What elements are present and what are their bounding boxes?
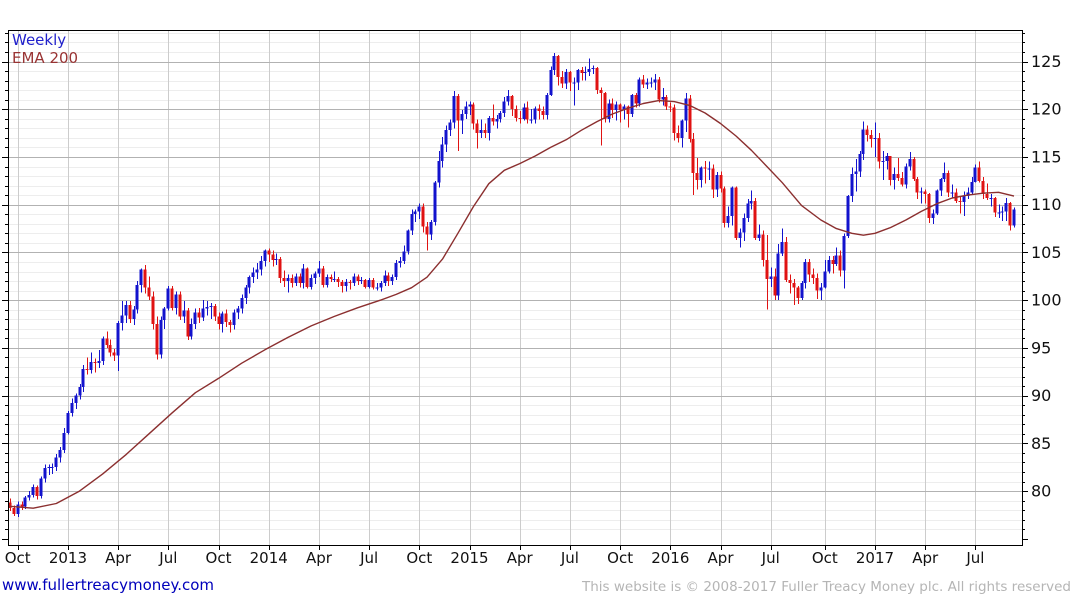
y-axis-label: 85 (1031, 434, 1051, 453)
x-axis-label: Jul (158, 549, 177, 567)
price-chart-canvas[interactable]: 80 85 90 95 100 105 110 115 120 125 Oct 2013 Apr Jul O… (0, 0, 1075, 573)
x-axis-label: Jul (359, 549, 378, 567)
y-axis-label: 125 (1031, 52, 1062, 71)
y-axis-label: 110 (1031, 195, 1062, 214)
site-link[interactable]: www.fullertreacymoney.com (2, 576, 215, 594)
x-axis-label: Apr (912, 549, 939, 567)
x-axis-label: Oct (206, 549, 232, 567)
plot-frame (8, 30, 1023, 546)
x-axis-label: Oct (607, 549, 633, 567)
legend-timeframe-label: Weekly (12, 31, 67, 49)
x-axis-label: Jul (560, 549, 579, 567)
chart-background (0, 0, 1075, 573)
axis-ticks (2, 33, 1028, 550)
x-axis-label: Apr (105, 549, 132, 567)
x-axis-label: Apr (306, 549, 333, 567)
major-hgrid (8, 62, 1022, 492)
y-axis-label: 80 (1031, 482, 1051, 501)
y-axis-label: 95 (1031, 338, 1051, 357)
chart-legend: Weekly EMA 200 (12, 31, 78, 67)
y-axis-label: 90 (1031, 386, 1051, 405)
y-axis-label: 120 (1031, 100, 1062, 119)
y-axis-label: 105 (1031, 243, 1062, 262)
x-axis-label: Apr (708, 549, 735, 567)
copyright-notice: This website is © 2008-2017 Fuller Treac… (582, 579, 1071, 595)
x-axis-label: 2016 (651, 549, 689, 567)
ema-200-line (7, 99, 1015, 509)
minor-hgrid (8, 33, 1022, 530)
x-axis-label: Apr (507, 549, 534, 567)
x-axis-label: Oct (5, 549, 31, 567)
x-axis-label: Oct (812, 549, 838, 567)
x-axis-label: Jul (761, 549, 780, 567)
x-axis-label: Oct (406, 549, 432, 567)
candlestick-series (8, 52, 1016, 517)
vertical-grid (18, 30, 976, 545)
x-axis-label: Jul (965, 549, 984, 567)
y-axis-label: 115 (1031, 147, 1062, 166)
y-axis-label: 100 (1031, 291, 1062, 310)
x-axis-label: 2017 (856, 549, 894, 567)
legend-ema-label: EMA 200 (12, 49, 79, 67)
x-axis-label: 2013 (49, 549, 87, 567)
x-axis-label: 2014 (250, 549, 288, 567)
x-axis-label: 2015 (450, 549, 488, 567)
